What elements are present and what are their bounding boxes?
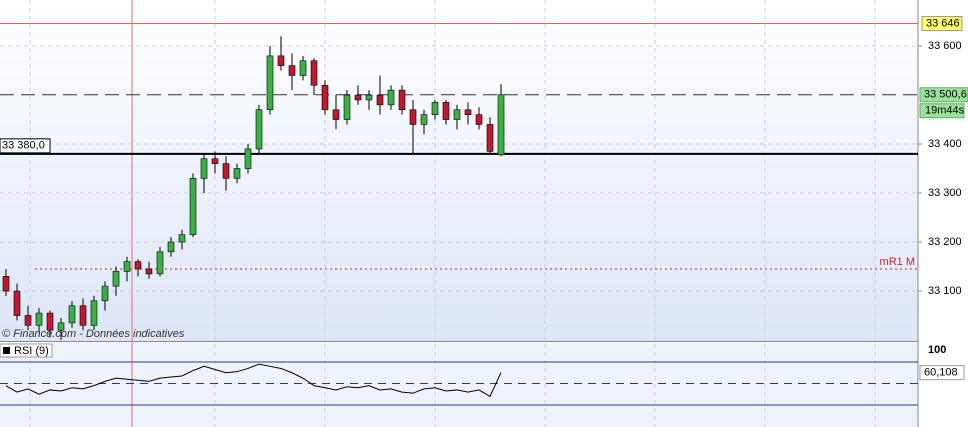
candle-body bbox=[13, 290, 21, 316]
rsi-legend-swatch bbox=[3, 347, 10, 354]
candle-body bbox=[35, 312, 43, 326]
candle-body bbox=[90, 300, 98, 326]
last-price-label: 33 500,6 bbox=[924, 89, 967, 101]
support-label-box bbox=[0, 138, 51, 154]
rsi-levels bbox=[0, 361, 918, 406]
candle-body bbox=[24, 315, 32, 326]
y-tick-label: 33 100 bbox=[928, 285, 962, 297]
price-panel bbox=[0, 0, 918, 341]
candle-body bbox=[2, 276, 10, 292]
y-tick-label: 33 600 bbox=[928, 40, 962, 52]
candle-body bbox=[332, 109, 340, 120]
candle-body bbox=[189, 178, 197, 235]
candle-body bbox=[453, 109, 461, 120]
rsi-value-label: 60,108 bbox=[924, 367, 958, 379]
watermark: © Finance.com - Données indicatives bbox=[2, 328, 185, 340]
candle-body bbox=[134, 261, 142, 270]
candle-body bbox=[211, 158, 219, 164]
rsi-top-label: 100 bbox=[928, 344, 946, 356]
candle-body bbox=[112, 271, 120, 287]
candle-body bbox=[57, 322, 65, 331]
candle-body bbox=[321, 84, 329, 111]
y-tick-label: 33 300 bbox=[928, 187, 962, 199]
pivot-label: mR1 M bbox=[880, 256, 915, 268]
countdown-box bbox=[919, 103, 965, 119]
rsi-legend-box bbox=[0, 343, 53, 358]
candle-body bbox=[299, 60, 307, 76]
candle-body bbox=[343, 94, 351, 120]
candle-body bbox=[222, 163, 230, 179]
candle-body bbox=[420, 114, 428, 125]
y-tick-label: 33 200 bbox=[928, 236, 962, 248]
candle-body bbox=[266, 55, 274, 111]
candle-body bbox=[475, 114, 483, 125]
rsi-title: RSI (9) bbox=[14, 345, 49, 357]
rsi-line bbox=[5, 363, 502, 398]
candle-body bbox=[310, 60, 318, 86]
candle-body bbox=[233, 168, 241, 179]
candle-body bbox=[442, 102, 450, 120]
candle-body bbox=[68, 305, 76, 324]
candle-body bbox=[288, 65, 296, 76]
countdown-label: 19m44s bbox=[925, 105, 965, 117]
candle-body bbox=[354, 94, 362, 101]
candle-body bbox=[156, 251, 164, 275]
candle-body bbox=[409, 109, 417, 125]
high-label: 33 646 bbox=[926, 17, 960, 29]
candle-body bbox=[200, 158, 208, 179]
candle-body bbox=[486, 124, 494, 152]
candle-body bbox=[145, 268, 153, 275]
high-label-box bbox=[921, 16, 963, 32]
candle-body bbox=[79, 305, 87, 326]
candle-body bbox=[431, 102, 439, 115]
candle-body bbox=[167, 241, 175, 253]
last-price-box bbox=[919, 87, 968, 103]
support-label: 33 380,0 bbox=[2, 140, 45, 152]
candle-body bbox=[46, 312, 54, 331]
candle-body bbox=[277, 55, 285, 66]
candle-body bbox=[123, 261, 131, 272]
rsi-value-box bbox=[919, 365, 965, 381]
candle-body bbox=[365, 94, 373, 101]
rsi-panel bbox=[0, 343, 918, 427]
candle-body bbox=[101, 285, 109, 302]
candle-body bbox=[387, 89, 395, 106]
candle-body bbox=[178, 234, 186, 243]
candle-body bbox=[255, 109, 263, 150]
candle-body bbox=[464, 109, 472, 115]
candle-body bbox=[244, 148, 252, 169]
y-tick-label: 33 400 bbox=[928, 138, 962, 150]
candle-body bbox=[497, 94, 505, 156]
candle-body bbox=[376, 94, 384, 106]
candle-body bbox=[398, 89, 406, 111]
